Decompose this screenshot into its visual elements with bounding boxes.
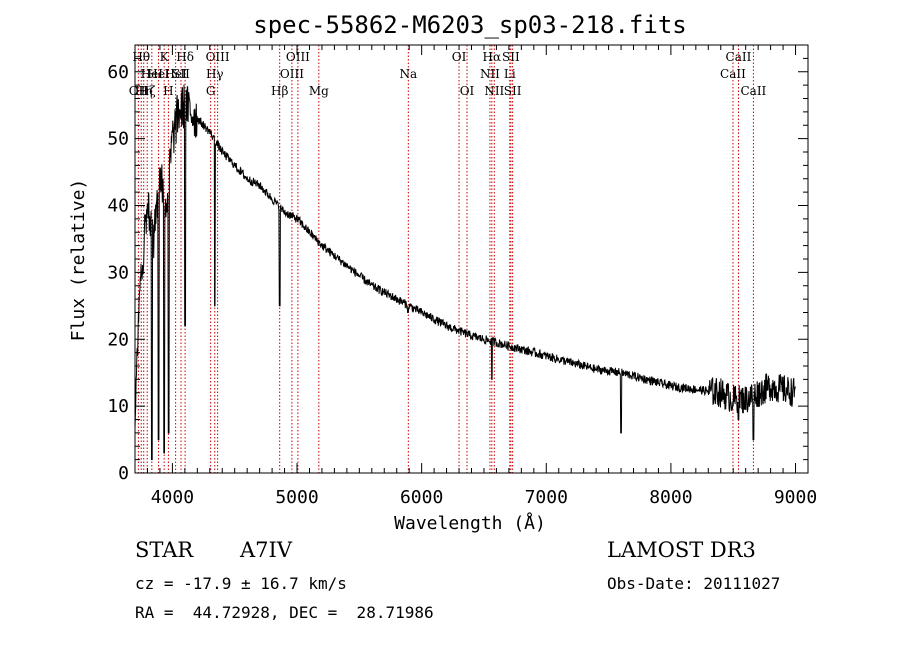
line-marker-label: Hη — [135, 84, 153, 98]
y-tick-label: 30 — [107, 262, 129, 283]
x-axis-label: Wavelength (Å) — [394, 512, 546, 534]
x-tick-label: 5000 — [275, 487, 318, 508]
line-marker-label: Hα — [483, 50, 502, 64]
line-marker-label: Li — [504, 67, 516, 81]
redshift-velocity: cz = -17.9 ± 16.7 km/s — [135, 574, 347, 593]
line-marker-label: Hδ — [176, 50, 194, 64]
object-subclass: A7IV — [240, 538, 292, 562]
y-tick-label: 60 — [107, 62, 129, 83]
y-axis-label: Flux (relative) — [68, 179, 89, 342]
line-marker-label: HeI — [164, 67, 187, 81]
y-tick-label: 50 — [107, 129, 129, 150]
line-marker-label: OII — [129, 84, 149, 98]
line-marker-label: OIII — [286, 50, 310, 64]
spectrum-line — [134, 84, 796, 461]
y-tick-label: 20 — [107, 329, 129, 350]
line-marker-label: Hζ — [139, 84, 156, 98]
line-marker-label: K — [160, 50, 170, 64]
observation-date: Obs-Date: 20111027 — [607, 574, 781, 593]
line-marker-label: Hγ — [206, 67, 224, 81]
survey-name: LAMOST DR3 — [607, 538, 756, 562]
line-markers — [137, 45, 754, 473]
line-marker-labels: OIIHθHηHζHeIHeIKHHeISIIHδGHγOIIIHβOIIIOI… — [129, 50, 767, 98]
y-tick-label: 10 — [107, 396, 129, 417]
line-marker-label: NII — [484, 84, 504, 98]
plot-frame — [134, 44, 809, 474]
line-marker-label: OIII — [280, 67, 304, 81]
line-marker-label: CaII — [726, 50, 752, 64]
line-marker-label: H — [163, 84, 173, 98]
x-tick-label: 4000 — [151, 487, 194, 508]
x-tick-label: 9000 — [774, 487, 817, 508]
chart-title: spec-55862-M6203_sp03-218.fits — [253, 11, 686, 39]
line-marker-label: CaII — [740, 84, 766, 98]
line-marker-label: SII — [502, 50, 520, 64]
line-marker-label: SII — [504, 84, 522, 98]
axis-ticks: 4000 5000 6000 7000 8000 9000 0 10 20 30 40 50 60 — [107, 44, 817, 508]
x-tick-label: 7000 — [525, 487, 568, 508]
line-marker-label: OI — [460, 84, 475, 98]
line-marker-label: Hθ — [132, 50, 150, 64]
line-marker-label: CaII — [720, 67, 746, 81]
line-marker-label: OIII — [206, 50, 230, 64]
line-marker-label: Na — [399, 67, 417, 81]
line-marker-label: G — [206, 84, 216, 98]
ra-dec-coordinates: RA = 44.72928, DEC = 28.71986 — [135, 603, 434, 622]
x-tick-label: 6000 — [400, 487, 443, 508]
x-tick-label: 8000 — [649, 487, 692, 508]
line-marker-label: HeI — [147, 67, 170, 81]
object-class: STAR — [135, 538, 194, 562]
line-marker-label: OI — [452, 50, 467, 64]
line-marker-label: HeI — [141, 67, 164, 81]
line-marker-label: Mg — [309, 84, 329, 98]
line-marker-label: NII — [480, 67, 500, 81]
y-tick-label: 40 — [107, 196, 129, 217]
line-marker-label: Hβ — [271, 84, 288, 98]
line-marker-label: SII — [172, 67, 190, 81]
y-tick-label: 0 — [118, 463, 129, 484]
